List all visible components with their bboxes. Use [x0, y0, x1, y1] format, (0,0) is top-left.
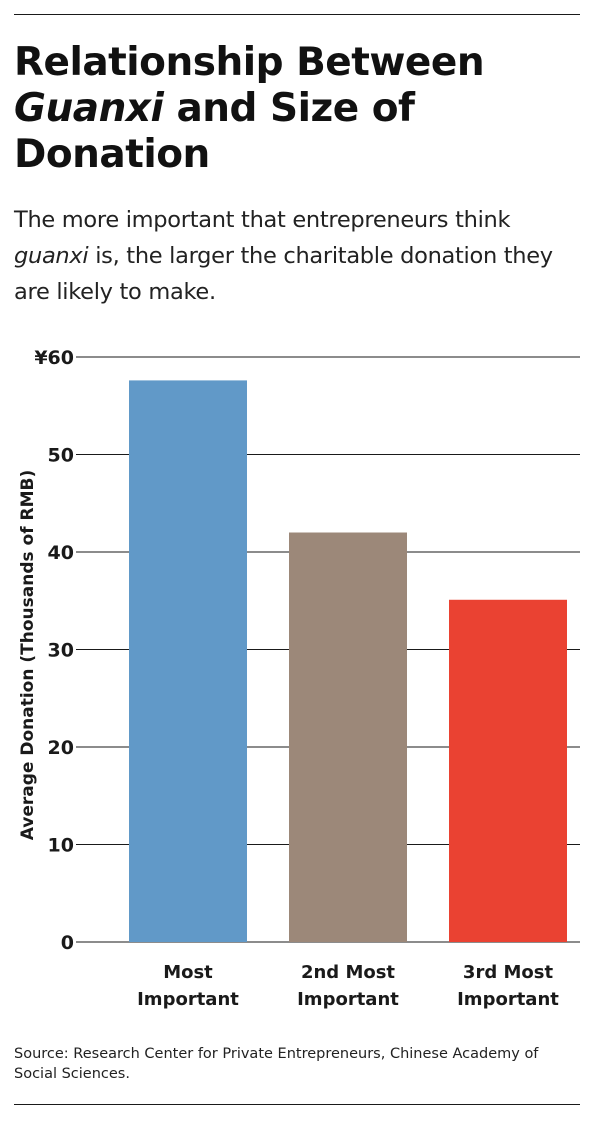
x-tick-label: 3rd Most	[463, 962, 554, 983]
y-tick-label: ¥60	[34, 347, 74, 369]
page-title: Relationship Between Guanxi and Size of D…	[14, 40, 574, 178]
x-tick-label: 2nd Most	[301, 962, 395, 983]
x-tick-label: Important	[457, 989, 559, 1010]
source-note: Source: Research Center for Private Entr…	[14, 1046, 539, 1082]
y-axis-label: Average Donation (Thousands of RMB)	[18, 470, 38, 841]
x-tick-label: Important	[297, 989, 399, 1010]
bar	[449, 599, 567, 942]
y-tick-label: 50	[48, 445, 74, 467]
bar	[129, 380, 247, 942]
y-tick-label: 40	[48, 542, 74, 564]
y-tick-label: 0	[61, 932, 74, 954]
y-tick-label: 30	[48, 640, 74, 662]
title-part-2: and Size of Donation	[14, 86, 415, 177]
bars	[129, 380, 567, 942]
y-tick-label: 20	[48, 737, 74, 759]
bottom-rule	[14, 1104, 580, 1105]
y-tick-labels: 0 10 20 30 40 50 ¥60	[34, 347, 74, 954]
x-tick-label: Important	[137, 989, 239, 1010]
subtitle-part-2: is, the larger the charitable donation t…	[14, 243, 553, 305]
top-rule	[14, 14, 580, 15]
title-part-1: Relationship Between	[14, 40, 485, 85]
title-italic-term: Guanxi	[14, 86, 164, 131]
subtitle-italic-term: guanxi	[14, 243, 89, 269]
x-tick-labels: Most Important 2nd Most Important 3rd Most Im…	[137, 962, 559, 1010]
x-tick-label: Most	[163, 962, 213, 983]
y-tick-label: 10	[48, 835, 74, 857]
bar-chart: 0 10 20 30 40 50 ¥60 Most Important 2nd Most Impo…	[18, 347, 580, 1010]
subtitle-part-1: The more important that entrepreneurs th…	[14, 207, 511, 233]
bar	[289, 532, 407, 942]
page-subtitle: The more important that entrepreneurs th…	[14, 202, 580, 310]
